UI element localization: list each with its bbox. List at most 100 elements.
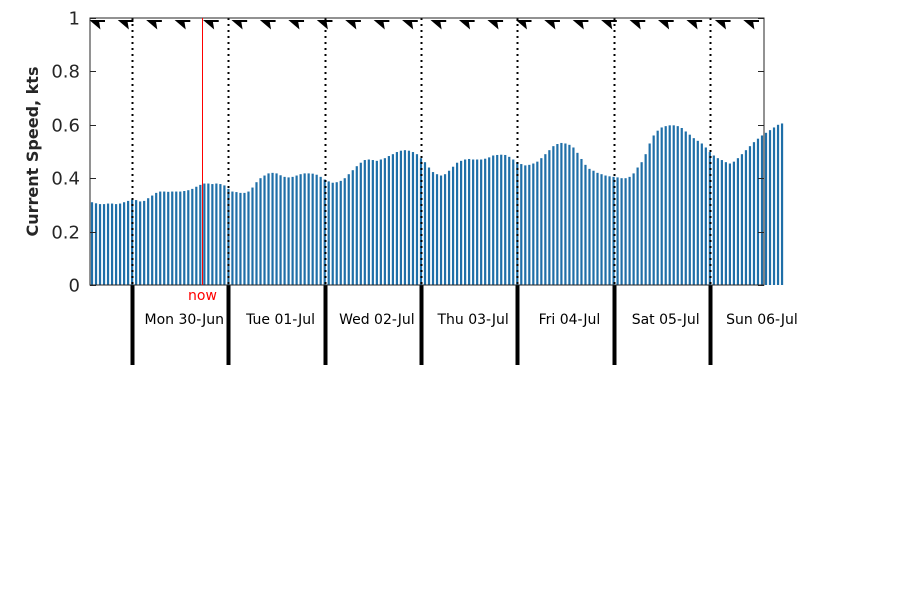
bar: [704, 147, 707, 285]
bar: [363, 160, 366, 285]
bar: [243, 192, 246, 285]
bar: [596, 172, 599, 285]
direction-arrow: [714, 20, 731, 30]
bar: [496, 154, 499, 285]
bar: [656, 130, 659, 285]
bar: [231, 191, 234, 285]
bar: [359, 162, 362, 285]
bar: [255, 182, 258, 285]
bar: [552, 146, 555, 285]
bar: [680, 128, 683, 285]
bar: [187, 190, 190, 285]
bar: [584, 164, 587, 285]
bar: [664, 126, 667, 285]
bar: [263, 175, 266, 285]
bar: [708, 152, 711, 285]
bar: [90, 202, 94, 285]
direction-arrow: [657, 20, 674, 30]
direction-arrow: [288, 20, 305, 30]
bar: [480, 159, 483, 285]
bar: [195, 186, 198, 285]
bar: [700, 143, 703, 285]
bar: [644, 154, 647, 285]
day-label: Sat 05-Jul: [632, 312, 700, 328]
bar: [175, 191, 178, 285]
day-label: Tue 01-Jul: [245, 312, 315, 328]
bar: [291, 176, 294, 285]
bar: [307, 173, 310, 285]
bar: [728, 163, 732, 285]
direction-arrow: [686, 20, 703, 30]
bar: [211, 184, 214, 285]
bar: [179, 191, 182, 285]
bar: [143, 200, 146, 285]
bar: [600, 174, 603, 285]
direction-arrow: [402, 20, 418, 30]
plot-frame: [89, 17, 765, 286]
bar: [712, 155, 715, 285]
bar: [267, 173, 270, 285]
bar: [592, 170, 595, 285]
bar: [740, 154, 744, 285]
bar: [163, 191, 166, 285]
bar: [114, 204, 118, 285]
bar: [147, 198, 150, 285]
bar: [159, 191, 162, 285]
bar: [560, 142, 563, 285]
bar: [696, 140, 699, 285]
bar: [259, 178, 262, 285]
direction-arrow: [487, 20, 504, 30]
bar: [476, 159, 479, 285]
bar: [648, 143, 651, 285]
bar: [744, 150, 748, 285]
bar: [347, 174, 350, 285]
now-label: now: [188, 288, 217, 304]
direction-arrow: [515, 20, 532, 30]
bar: [387, 156, 390, 285]
bar: [419, 158, 423, 285]
bar: [110, 203, 114, 285]
bar: [520, 164, 523, 285]
bar: [395, 152, 399, 285]
day-label: Mon 30-Jun: [145, 312, 225, 328]
bar: [122, 202, 126, 285]
y-tick-label: 0.2: [51, 223, 80, 244]
bar: [203, 183, 206, 285]
bar: [343, 178, 346, 285]
bar: [451, 166, 455, 285]
bar: [407, 150, 411, 285]
bar: [588, 168, 591, 285]
bar: [94, 203, 98, 285]
direction-arrow: [458, 20, 475, 30]
bar: [227, 188, 230, 285]
y-tick-label: 0.4: [51, 169, 80, 190]
bar: [303, 173, 306, 285]
bar: [311, 173, 314, 285]
bar: [660, 127, 663, 285]
bar: [183, 191, 186, 285]
bar: [720, 160, 723, 285]
bar: [118, 203, 122, 285]
direction-arrow: [259, 20, 276, 30]
direction-arrow: [743, 20, 759, 30]
direction-arrow: [316, 20, 333, 30]
bar: [776, 124, 780, 285]
bar: [411, 152, 415, 285]
bar: [716, 158, 719, 285]
bar: [287, 177, 290, 285]
direction-arrow: [629, 20, 646, 30]
direction-arrow: [203, 20, 219, 30]
bar: [672, 125, 675, 285]
bar: [335, 182, 338, 285]
bar: [459, 160, 463, 285]
bar: [431, 172, 435, 285]
bar: [295, 175, 298, 285]
bar: [628, 176, 631, 285]
bar: [572, 147, 575, 285]
bar: [620, 178, 623, 285]
bar: [371, 160, 374, 285]
bar: [131, 199, 134, 285]
bar: [351, 170, 354, 285]
bar: [624, 178, 627, 285]
